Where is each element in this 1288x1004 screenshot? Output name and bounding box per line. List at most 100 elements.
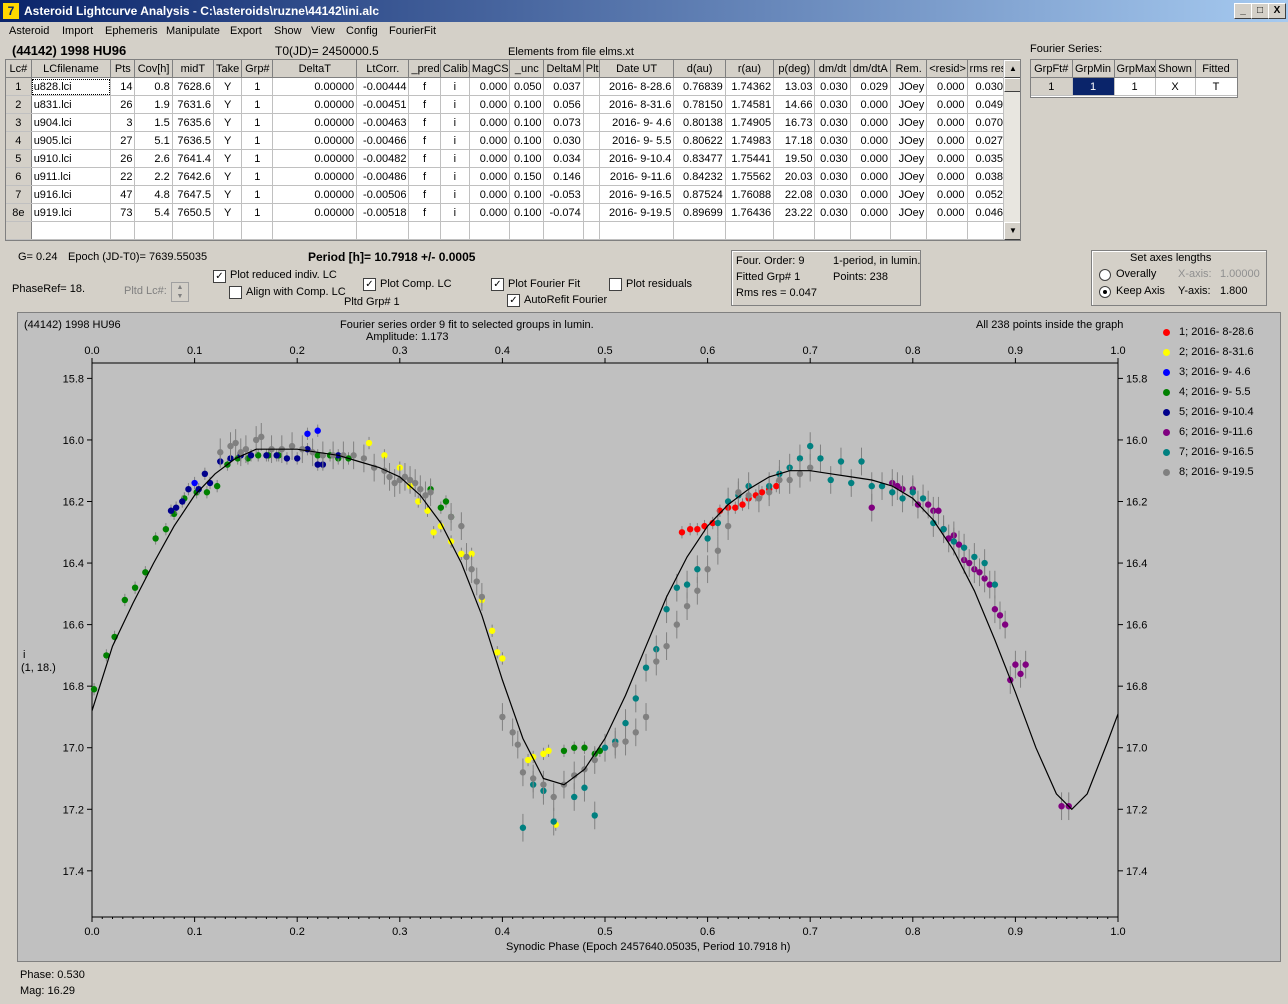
lc-cell[interactable]: 0.049 [967, 95, 1007, 114]
lc-cell[interactable] [583, 131, 600, 150]
lc-cell[interactable]: 2016- 8-28.6 [599, 77, 675, 96]
lc-cell[interactable]: u905.lci [31, 131, 112, 150]
lc-cell[interactable]: 14 [110, 77, 136, 96]
lc-cell[interactable]: 0.78150 [673, 95, 726, 114]
menu-export[interactable]: Export [230, 25, 262, 37]
lc-cell-empty[interactable] [241, 221, 274, 240]
fourier-cell-grpmin[interactable]: 1 [1072, 77, 1115, 96]
lc-cell[interactable]: Y [213, 131, 243, 150]
lc-col-header[interactable]: LtCorr. [356, 60, 410, 78]
lc-cell-empty[interactable] [543, 221, 584, 240]
lc-cell-empty[interactable] [31, 221, 112, 240]
yaxis-value[interactable]: 1.800 [1220, 285, 1248, 297]
lc-cell[interactable]: 1.74362 [725, 77, 775, 96]
lc-cell[interactable]: 7642.6 [172, 167, 215, 186]
lc-cell[interactable]: -0.00444 [356, 77, 410, 96]
lc-cell[interactable]: 0.030 [814, 203, 851, 222]
lc-cell[interactable] [583, 149, 600, 168]
lc-cell[interactable]: 0.150 [509, 167, 545, 186]
lc-cell[interactable]: 0.052 [967, 185, 1007, 204]
lc-cell-empty[interactable] [850, 221, 891, 240]
lc-cell[interactable]: 2016- 9- 4.6 [599, 113, 675, 132]
lc-cell[interactable]: 0.034 [543, 149, 584, 168]
lc-row-header[interactable]: 7 [6, 185, 32, 204]
lc-cell[interactable]: 0.038 [967, 167, 1007, 186]
lc-cell[interactable]: 1 [241, 203, 274, 222]
menu-fourierfit[interactable]: FourierFit [389, 25, 437, 37]
lc-cell[interactable]: 2.2 [134, 167, 173, 186]
lc-cell[interactable]: 0.050 [509, 77, 545, 96]
scroll-down-button[interactable]: ▼ [1004, 222, 1020, 240]
plot-comp-checkbox[interactable]: ✓ [363, 278, 376, 291]
lc-cell[interactable]: 1.5 [134, 113, 173, 132]
lc-cell[interactable]: -0.00451 [356, 95, 410, 114]
lc-cell[interactable]: Y [213, 203, 243, 222]
lc-cell[interactable]: 4.8 [134, 185, 173, 204]
lc-cell[interactable]: 2016- 9-10.4 [599, 149, 675, 168]
lc-cell[interactable]: f [408, 95, 441, 114]
lc-cell[interactable]: 1.76436 [725, 203, 775, 222]
lc-cell[interactable]: 1.74905 [725, 113, 775, 132]
lc-cell[interactable]: 47 [110, 185, 136, 204]
lc-cell[interactable]: 5.4 [134, 203, 173, 222]
lc-cell[interactable]: 0.000 [469, 149, 511, 168]
lc-cell[interactable]: JOey [890, 95, 928, 114]
lc-cell-empty[interactable] [725, 221, 775, 240]
lc-cell[interactable]: 16.73 [773, 113, 816, 132]
lc-cell[interactable]: 0.000 [926, 185, 968, 204]
lc-col-header[interactable]: Cov[h] [134, 60, 173, 78]
lc-cell[interactable]: 2016- 9-16.5 [599, 185, 675, 204]
lc-cell[interactable]: 0.80622 [673, 131, 726, 150]
lc-col-header[interactable]: Calib. [440, 60, 470, 78]
lc-cell-empty[interactable] [6, 221, 32, 240]
lc-col-header[interactable]: dm/dt [814, 60, 851, 78]
lc-cell[interactable]: u828.lci [31, 77, 112, 96]
lc-cell[interactable]: Y [213, 77, 243, 96]
lc-col-header[interactable]: midT [172, 60, 215, 78]
lc-cell[interactable]: u831.lci [31, 95, 112, 114]
lc-row-header[interactable]: 8e [6, 203, 32, 222]
lc-cell-empty[interactable] [172, 221, 215, 240]
overally-radio[interactable] [1099, 269, 1111, 281]
lc-col-header[interactable]: LCfilename [31, 60, 112, 78]
lc-cell[interactable]: f [408, 167, 441, 186]
fourier-cell-shown[interactable]: X [1155, 77, 1196, 96]
lc-cell[interactable]: 0.000 [469, 131, 511, 150]
lc-col-header[interactable]: Grp# [241, 60, 274, 78]
lc-cell[interactable]: 0.046 [967, 203, 1007, 222]
lc-col-header[interactable]: <resid> [926, 60, 968, 78]
lc-cell[interactable]: 0.030 [814, 77, 851, 96]
lc-cell[interactable]: i [440, 203, 470, 222]
lc-cell[interactable]: 0.00000 [272, 149, 358, 168]
lc-col-header[interactable]: DeltaM [543, 60, 584, 78]
lc-cell[interactable]: -0.074 [543, 203, 584, 222]
lc-col-header[interactable]: _pred. [408, 60, 441, 78]
lc-cell[interactable]: -0.00518 [356, 203, 410, 222]
lc-cell[interactable]: 1 [241, 185, 274, 204]
lc-cell[interactable]: 7650.5 [172, 203, 215, 222]
lc-row-header[interactable]: 1 [6, 77, 32, 96]
lc-cell-empty[interactable] [583, 221, 600, 240]
lc-row-header[interactable]: 2 [6, 95, 32, 114]
lc-cell[interactable]: 0.87524 [673, 185, 726, 204]
lc-cell[interactable]: 2016- 9-11.6 [599, 167, 675, 186]
lc-cell[interactable]: 0.100 [509, 149, 545, 168]
lc-cell[interactable]: 73 [110, 203, 136, 222]
lc-cell[interactable]: 0.030 [814, 131, 851, 150]
lc-cell[interactable]: 1 [241, 149, 274, 168]
lc-cell[interactable]: Y [213, 113, 243, 132]
scroll-up-button[interactable]: ▲ [1004, 60, 1020, 78]
lc-cell-empty[interactable] [408, 221, 441, 240]
lc-cell[interactable]: Y [213, 149, 243, 168]
lc-cell-empty[interactable] [213, 221, 243, 240]
lc-cell[interactable]: 0.000 [469, 77, 511, 96]
lc-cell[interactable]: JOey [890, 131, 928, 150]
lc-cell-empty[interactable] [773, 221, 816, 240]
lc-cell[interactable]: 0.030 [814, 95, 851, 114]
lc-cell[interactable]: 17.18 [773, 131, 816, 150]
lc-table-row-empty[interactable] [6, 221, 1007, 240]
lc-table-row[interactable]: 1 u828.lci 14 0.8 7628.6 Y 1 0.00000 -0.00444 f i 0… [6, 77, 1007, 96]
fourier-col-grpmin[interactable]: GrpMin [1072, 60, 1115, 78]
lc-cell[interactable]: i [440, 185, 470, 204]
lc-col-header[interactable]: Date UT [599, 60, 675, 78]
